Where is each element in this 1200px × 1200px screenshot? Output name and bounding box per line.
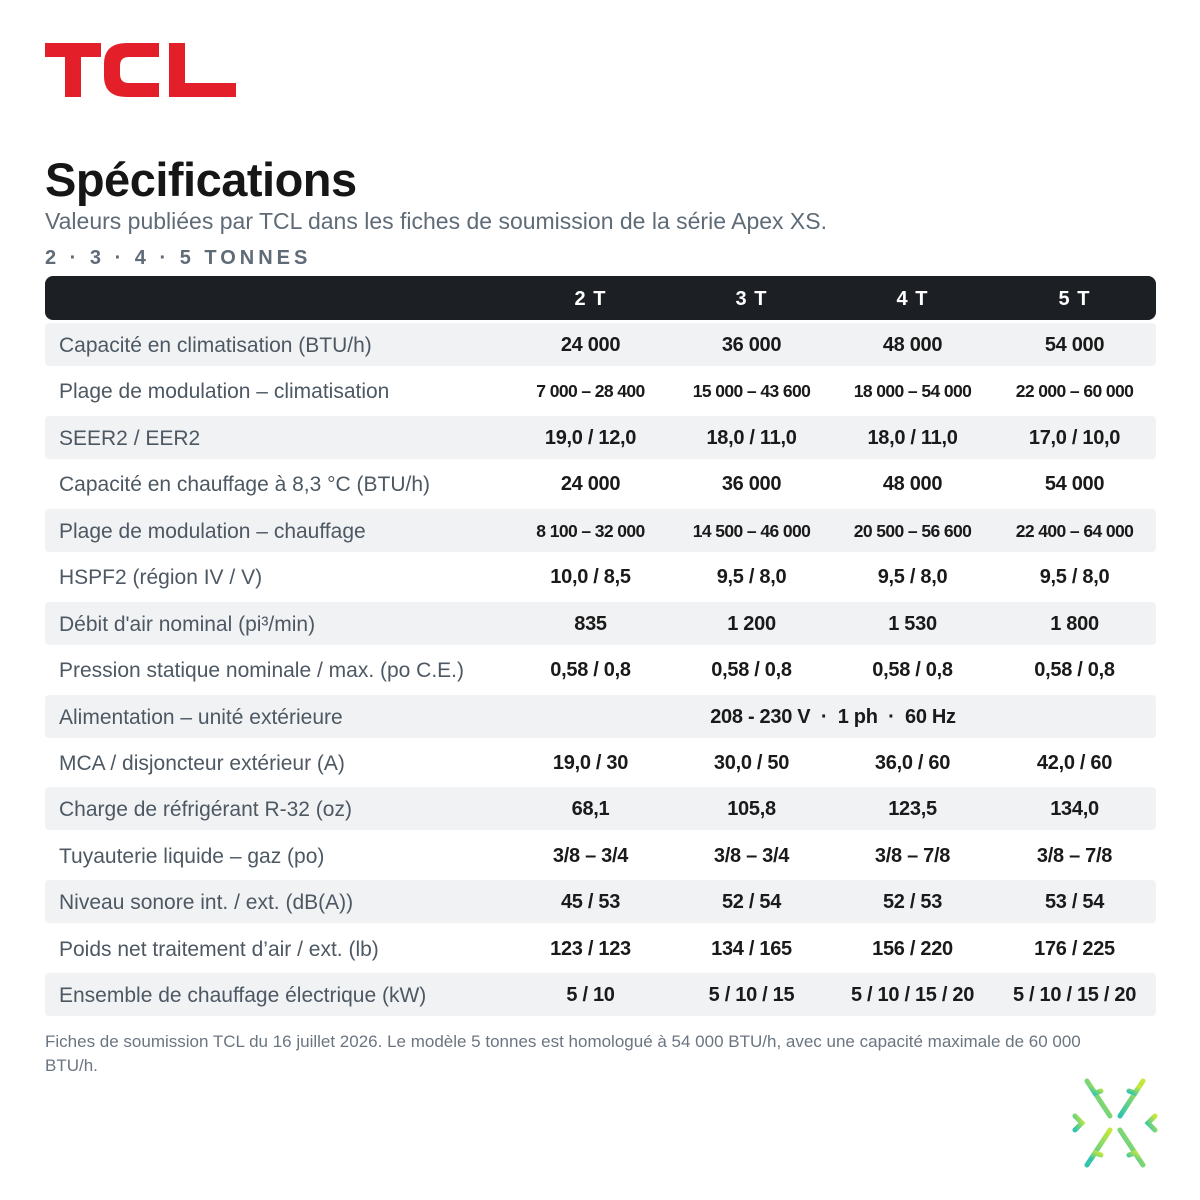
snowflake-icon (1062, 1076, 1168, 1170)
table-cell: 7 000 – 28 400 (536, 381, 645, 402)
row-label: HSPF2 (région IV / V) (59, 566, 263, 590)
table-cell: 134,0 (1050, 798, 1099, 821)
row-label: Tuyauterie liquide – gaz (po) (59, 844, 325, 868)
page-title: Spécifications (45, 153, 357, 206)
table-cell: 1 200 (727, 612, 776, 635)
table-cell: 36 000 (721, 334, 782, 356)
table-row: Tuyauterie liquide – gaz (po) 3/8 – 3/4 … (45, 834, 1156, 877)
table-cell: 54 000 (1044, 334, 1105, 356)
footnote: Fiches de soumission TCL du 16 juillet 2… (45, 1032, 1081, 1075)
table-cell: 0,58 / 0,8 (550, 659, 631, 682)
table-cell: 1 530 (888, 612, 937, 635)
row-label: Débit d'air nominal (pi³/min) (59, 612, 316, 636)
table-cell: 835 (574, 612, 607, 635)
table-cell: 9,5 / 8,0 (716, 566, 787, 589)
table-cell-spanning: 208 - 230 V · 1 ph · 60 Hz (710, 705, 956, 728)
row-label: Pression statique nominale / max. (po C.… (59, 659, 465, 683)
table-cell: 52 / 53 (882, 891, 943, 914)
table-row: Plage de modulation – climatisation 7 00… (45, 369, 1156, 412)
table-cell: 22 400 – 64 000 (1015, 520, 1134, 541)
table-cell: 18,0 / 11,0 (867, 426, 958, 449)
table-cell: 9,5 / 8,0 (877, 566, 948, 589)
table-row: Niveau sonore int. / ext. (dB(A)) 45 / 5… (45, 880, 1156, 924)
table-row: Alimentation – unité extérieure 208 - 23… (45, 694, 1156, 738)
table-cell: 24 000 (560, 334, 621, 356)
column-header: 4 T (896, 288, 929, 310)
row-label: Capacité en climatisation (BTU/h) (59, 334, 372, 357)
column-header: 3 T (735, 288, 768, 310)
table-cell: 3/8 – 3/4 (552, 844, 629, 867)
table-cell: 9,5 / 8,0 (1039, 566, 1110, 589)
table-cell: 30,0 / 50 (713, 751, 790, 774)
row-label: MCA / disjoncteur extérieur (A) (59, 751, 345, 775)
row-label: SEER2 / EER2 (59, 426, 201, 450)
table-cell: 105,8 (727, 798, 776, 821)
table-cell: 14 500 – 46 000 (692, 520, 811, 541)
table-cell: 15 000 – 43 600 (692, 381, 811, 402)
table-row: MCA / disjoncteur extérieur (A) 19,0 / 3… (45, 741, 1156, 784)
table-cell: 48 000 (882, 334, 943, 356)
table-cell: 22 000 – 60 000 (1015, 381, 1134, 402)
row-label: Niveau sonore int. / ext. (dB(A)) (59, 891, 354, 915)
tonnage-list: 2 · 3 · 4 · 5 TONNES (45, 247, 312, 269)
column-header: 5 T (1058, 288, 1091, 310)
table-cell: 48 000 (882, 473, 943, 496)
table-row: Ensemble de chauffage électrique (kW) 5 … (45, 973, 1156, 1017)
table-cell: 0,58 / 0,8 (711, 659, 792, 682)
column-header: 2 T (574, 288, 607, 310)
row-label: Capacité en chauffage à 8,3 °C (BTU/h) (59, 473, 431, 497)
table-cell: 123,5 (888, 798, 937, 821)
table-cell: 3/8 – 7/8 (1036, 844, 1113, 867)
table-cell: 20 500 – 56 600 (853, 520, 972, 541)
spec-table: 2 T 3 T 4 T 5 T Capacité en climatisatio… (45, 276, 1156, 1020)
table-cell: 45 / 53 (560, 891, 621, 914)
table-header: 2 T 3 T 4 T 5 T (45, 276, 1156, 320)
table-cell: 53 / 54 (1044, 891, 1105, 914)
table-cell: 24 000 (560, 473, 621, 496)
page-subtitle: Valeurs publiées par TCL dans les fiches… (45, 208, 827, 234)
table-cell: 18 000 – 54 000 (853, 381, 972, 402)
table-cell: 0,58 / 0,8 (872, 659, 953, 682)
table-row: Capacité en chauffage à 8,3 °C (BTU/h) 2… (45, 462, 1156, 505)
row-label: Plage de modulation – chauffage (59, 519, 366, 543)
table-cell: 17,0 / 10,0 (1028, 426, 1121, 449)
table-cell: 54 000 (1044, 473, 1105, 496)
row-label: Plage de modulation – climatisation (59, 380, 390, 404)
table-row: Plage de modulation – chauffage 8 100 – … (45, 508, 1156, 552)
table-row: Pression statique nominale / max. (po C.… (45, 648, 1156, 691)
row-label: Charge de réfrigérant R-32 (oz) (59, 798, 352, 822)
table-row: SEER2 / EER2 19,0 / 12,0 18,0 / 11,0 18,… (45, 415, 1156, 459)
table-row: HSPF2 (région IV / V) 10,0 / 8,5 9,5 / 8… (45, 555, 1156, 598)
tcl-logo (45, 43, 236, 97)
row-label: Poids net traitement d’air / ext. (lb) (59, 937, 379, 961)
table-cell: 0,58 / 0,8 (1034, 659, 1115, 682)
table-cell: 19,0 / 12,0 (544, 426, 637, 449)
table-cell: 42,0 / 60 (1036, 751, 1113, 774)
table-cell: 3/8 – 7/8 (874, 844, 951, 867)
row-label: Ensemble de chauffage électrique (kW) (59, 984, 427, 1008)
table-cell: 176 / 225 (1034, 937, 1115, 960)
table-cell: 36,0 / 60 (874, 751, 951, 774)
table-cell: 8 100 – 32 000 (536, 520, 645, 541)
table-cell: 5 / 10 / 15 / 20 (1012, 984, 1137, 1007)
table-cell: 10,0 / 8,5 (550, 566, 631, 589)
table-cell: 134 / 165 (711, 937, 792, 960)
table-cell: 5 / 10 (566, 984, 615, 1007)
table-row: Charge de réfrigérant R-32 (oz) 68,1 105… (45, 787, 1156, 831)
table-cell: 5 / 10 / 15 (708, 984, 795, 1007)
table-row: Débit d'air nominal (pi³/min) 835 1 200 … (45, 601, 1156, 645)
table-row: Capacité en climatisation (BTU/h) 24 000… (45, 323, 1156, 366)
table-cell: 1 800 (1050, 612, 1099, 635)
table-cell: 68,1 (571, 798, 610, 821)
table-cell: 52 / 54 (721, 891, 782, 914)
table-cell: 18,0 / 11,0 (706, 426, 797, 449)
row-label: Alimentation – unité extérieure (59, 705, 343, 729)
table-cell: 156 / 220 (872, 937, 953, 960)
table-cell: 5 / 10 / 15 / 20 (850, 984, 975, 1007)
table-cell: 3/8 – 3/4 (713, 844, 790, 867)
table-cell: 123 / 123 (550, 937, 631, 960)
table-cell: 19,0 / 30 (552, 751, 629, 774)
table-cell: 36 000 (721, 473, 782, 496)
table-row: Poids net traitement d’air / ext. (lb) 1… (45, 927, 1156, 970)
